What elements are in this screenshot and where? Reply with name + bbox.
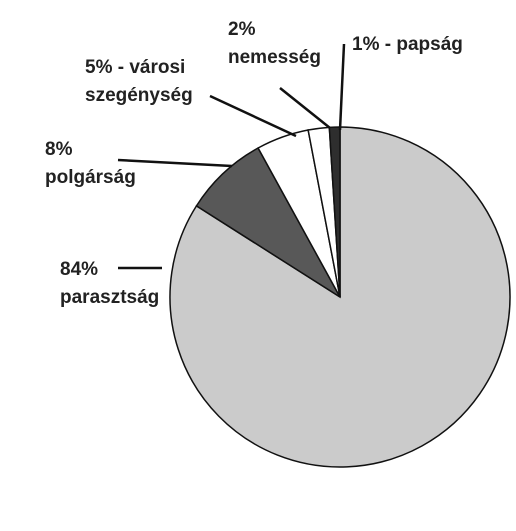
leader-line <box>117 158 233 168</box>
slice-label: 1% - papság <box>352 34 463 55</box>
leader-line <box>279 87 331 129</box>
slice-label: szegénység <box>85 85 193 106</box>
slice-label: 2% <box>228 19 256 40</box>
slice-label: 84% <box>60 259 98 280</box>
slice-label: parasztság <box>60 287 159 308</box>
slice-label: 8% <box>45 139 73 160</box>
slice-label: 5% - városi <box>85 57 185 78</box>
slice-label: nemesség <box>228 47 321 68</box>
leader-line <box>209 94 297 138</box>
pie-slice <box>169 126 511 468</box>
slice-label: polgárság <box>45 167 136 188</box>
leader-line <box>338 43 346 131</box>
